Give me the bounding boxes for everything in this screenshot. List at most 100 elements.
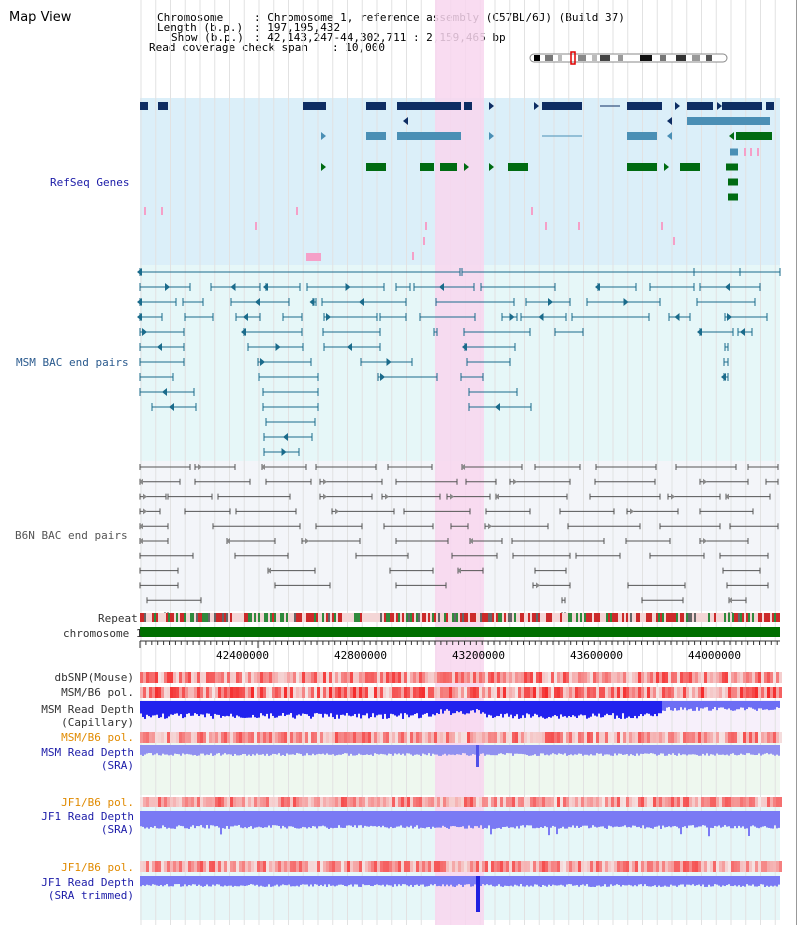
track-label-refseq[interactable]: RefSeq Genes [50, 176, 130, 189]
repeat-element [598, 613, 600, 622]
track-label-b6n-bac[interactable]: B6N BAC end pairs [15, 529, 128, 542]
polymorphism-cell [320, 732, 323, 743]
polymorphism-cell [470, 797, 473, 807]
polymorphism-cell [242, 861, 245, 872]
chromosome-ideogram[interactable] [529, 51, 728, 65]
depth-bar [638, 876, 640, 885]
track-label-repeat[interactable]: Repeat [98, 612, 138, 625]
polymorphism-cell [386, 797, 389, 807]
depth-bar [452, 876, 454, 887]
depth-bar [526, 811, 528, 826]
depth-bar [728, 745, 730, 756]
depth-bar [202, 701, 204, 715]
polymorphism-cell [752, 732, 755, 743]
b6n-bac-track[interactable] [139, 464, 779, 618]
depth-bar [720, 876, 722, 887]
depth-bar [310, 701, 312, 719]
polymorphism-cell [524, 861, 527, 872]
strand-arrow [671, 493, 675, 500]
polymorphism-cell [656, 732, 659, 743]
polymorphism-cell [632, 687, 635, 698]
gene-exon [687, 117, 770, 125]
depth-bar [472, 811, 474, 829]
depth-bar [688, 876, 690, 885]
track-label-msm-b6-pol-2[interactable]: MSM/B6 pol. [61, 731, 134, 744]
refseq-tick [673, 237, 675, 245]
polymorphism-cell [149, 672, 152, 683]
polymorphism-cell [284, 861, 287, 872]
polymorphism-cell [656, 687, 659, 698]
depth-bar [278, 745, 280, 754]
repeat-element [472, 613, 474, 622]
repeat-element [646, 613, 648, 622]
repeat-element [200, 613, 202, 622]
polymorphism-cell [287, 861, 290, 872]
polymorphism-tracks[interactable] [140, 672, 782, 872]
depth-bar [152, 701, 154, 716]
repeat-element [274, 613, 276, 622]
strand-arrow [766, 102, 771, 110]
repeat-element [286, 613, 288, 622]
polymorphism-cell [779, 797, 782, 807]
repeat-element [428, 613, 430, 622]
polymorphism-cell [152, 687, 155, 698]
read-depth-tracks[interactable] [140, 701, 780, 912]
depth-bar [376, 745, 378, 754]
polymorphism-cell [650, 797, 653, 807]
depth-bar [354, 745, 356, 756]
track-label-dbsnp[interactable]: dbSNP(Mouse) [54, 671, 134, 684]
polymorphism-cell [404, 861, 407, 872]
polymorphism-cell [458, 732, 461, 743]
repeat-element [694, 613, 696, 622]
repeat-track[interactable] [140, 613, 780, 622]
depth-bar [506, 811, 508, 827]
track-label-jf1-b6-pol-2[interactable]: JF1/B6 pol. [61, 861, 134, 874]
depth-bar [332, 701, 334, 718]
repeat-element [422, 613, 424, 622]
polymorphism-cell [377, 672, 380, 683]
polymorphism-cell [560, 732, 563, 743]
depth-bar [272, 811, 274, 826]
depth-bar [286, 745, 288, 754]
track-label-msm-depth-sra[interactable]: MSM Read Depth [41, 746, 134, 759]
repeat-element [680, 613, 682, 622]
polymorphism-cell [707, 732, 710, 743]
refseq-gene-track[interactable] [140, 102, 774, 261]
repeat-element [272, 613, 274, 622]
track-label-jf1-b6-pol[interactable]: JF1/B6 pol. [61, 796, 134, 809]
depth-bar [280, 745, 282, 756]
polymorphism-cell [359, 687, 362, 698]
track-label-jf1-depth-trim[interactable]: JF1 Read Depth [41, 876, 134, 889]
strand-arrow [728, 597, 732, 604]
depth-bar [164, 745, 166, 755]
track-label-chromosome[interactable]: chromosome 1 [63, 627, 143, 640]
length-label: Length (b.p.) [157, 21, 244, 34]
depth-bar [726, 701, 728, 710]
depth-bar [290, 701, 292, 714]
depth-bar [286, 876, 288, 886]
repeat-element [348, 613, 350, 622]
repeat-element [242, 613, 244, 622]
polymorphism-cell [521, 732, 524, 743]
depth-bar [532, 811, 534, 829]
depth-bar [188, 876, 190, 885]
depth-bar [434, 745, 436, 755]
track-label-msm-b6-pol[interactable]: MSM/B6 pol. [61, 686, 134, 699]
polymorphism-cell [215, 672, 218, 683]
msm-bac-track[interactable] [137, 268, 781, 456]
depth-bar [616, 745, 618, 756]
track-label-jf1-depth-sra[interactable]: JF1 Read Depth [41, 810, 134, 823]
track-label-msm-bac[interactable]: MSM BAC end pairs [16, 356, 129, 369]
repeat-element [436, 613, 438, 622]
polymorphism-cell [308, 861, 311, 872]
depth-bar [220, 745, 222, 756]
depth-bar [302, 701, 304, 714]
depth-bar [600, 811, 602, 827]
polymorphism-cell [230, 687, 233, 698]
track-label-msm-depth-cap[interactable]: MSM Read Depth [41, 703, 134, 716]
depth-bar [348, 701, 350, 716]
repeat-element [650, 613, 652, 622]
polymorphism-cell [626, 861, 629, 872]
depth-bar [158, 745, 160, 756]
